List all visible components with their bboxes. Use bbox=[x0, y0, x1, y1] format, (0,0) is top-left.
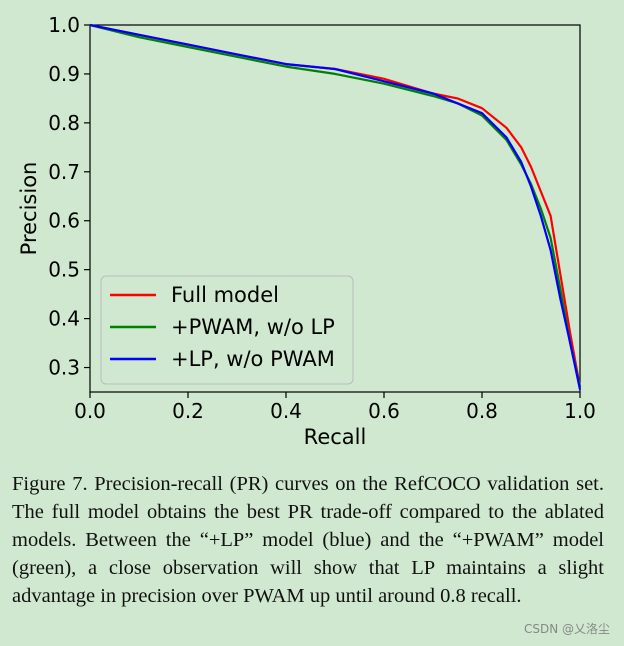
y-tick-label: 0.5 bbox=[48, 258, 80, 282]
x-tick-label: 0.2 bbox=[172, 399, 204, 423]
legend-label: +LP, w/o PWAM bbox=[171, 347, 335, 371]
x-axis-label: Recall bbox=[304, 425, 367, 449]
x-axis-ticks: 0.0 0.2 0.4 0.6 0.8 1.0 bbox=[74, 392, 596, 423]
legend-label: Full model bbox=[171, 283, 279, 307]
y-tick-label: 0.6 bbox=[48, 209, 80, 233]
x-tick-label: 0.4 bbox=[270, 399, 302, 423]
x-tick-label: 0.8 bbox=[466, 399, 498, 423]
y-axis-label: Precision bbox=[17, 162, 41, 256]
pr-curve-chart: 0.0 0.2 0.4 0.6 0.8 1.0 0.3 0.4 0.5 0.6 0.7 0.8 0.9… bbox=[17, 13, 596, 449]
x-tick-label: 1.0 bbox=[564, 399, 596, 423]
y-tick-label: 0.7 bbox=[48, 160, 80, 184]
y-tick-label: 0.9 bbox=[48, 62, 80, 86]
y-tick-label: 0.4 bbox=[48, 307, 80, 331]
y-tick-label: 0.8 bbox=[48, 111, 80, 135]
y-axis-ticks: 0.3 0.4 0.5 0.6 0.7 0.8 0.9 1.0 bbox=[48, 13, 90, 380]
figure-caption: Figure 7. Precision-recall (PR) curves o… bbox=[12, 473, 604, 607]
y-tick-label: 1.0 bbox=[48, 13, 80, 37]
legend-label: +PWAM, w/o LP bbox=[171, 315, 335, 339]
plot-area bbox=[89, 24, 581, 393]
series-lines bbox=[89, 23, 582, 390]
legend-box bbox=[100, 275, 354, 385]
watermark: CSDN @乂洛尘 bbox=[523, 622, 610, 636]
series-line-2 bbox=[89, 23, 582, 388]
y-tick-label: 0.3 bbox=[48, 356, 80, 380]
series-line-3 bbox=[89, 23, 582, 390]
x-tick-label: 0.6 bbox=[368, 399, 400, 423]
x-tick-label: 0.0 bbox=[74, 399, 106, 423]
legend: Full model +PWAM, w/o LP +LP, w/o PWAM bbox=[100, 275, 354, 385]
